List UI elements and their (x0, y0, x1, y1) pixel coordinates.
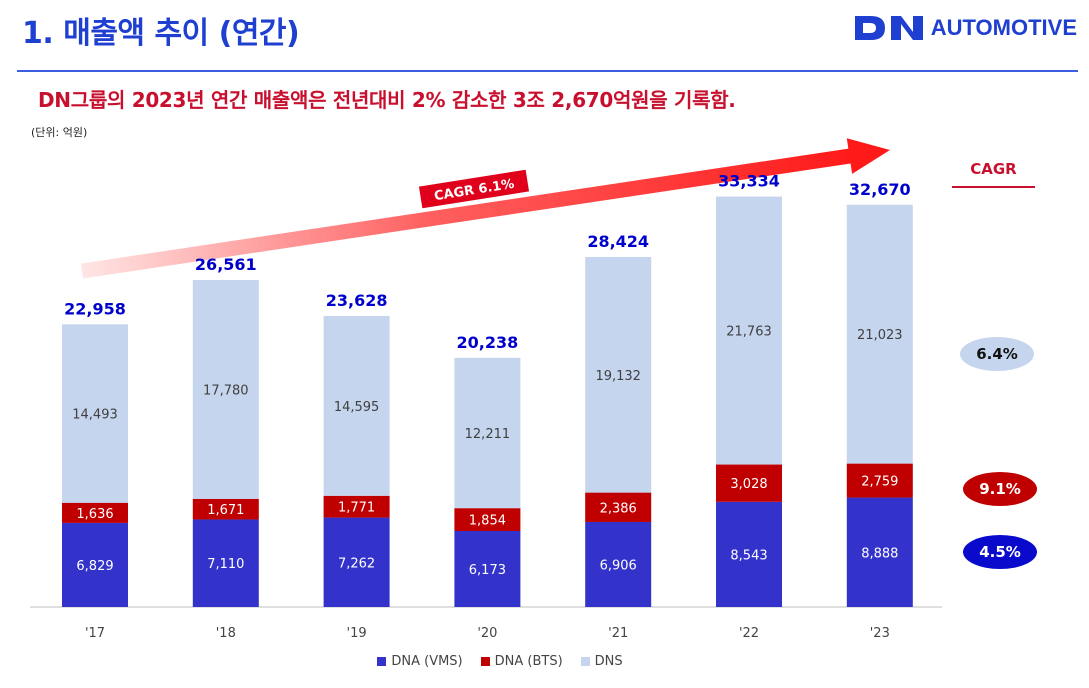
bar-dna-vms-0 (62, 522, 128, 607)
legend-swatch-bts (480, 657, 490, 666)
bar-dna-bts-2 (323, 495, 390, 518)
value-label-0-3: 6,173 (469, 563, 506, 578)
page-title: 1. 매출액 추이 (연간) (22, 16, 300, 51)
value-label-0-4: 6,906 (600, 558, 637, 573)
trend-arrow-shaft (80, 148, 852, 279)
x-tick-label-1: '18 (216, 626, 236, 641)
bar-dns-4 (585, 257, 652, 493)
cagr-dns-value: 6.4% (976, 345, 1018, 363)
legend-label-dns: DNS (594, 654, 623, 669)
value-label-1-0: 1,636 (76, 507, 113, 522)
x-tick-label-4: '21 (608, 626, 628, 641)
cagr-bts-badge: 9.1% (963, 472, 1037, 506)
bar-dns-2 (323, 316, 390, 496)
bar-dna-vms-3 (454, 530, 521, 607)
x-tick-label-0: '17 (85, 626, 105, 641)
legend-item-dns: DNS (580, 654, 623, 669)
value-label-0-2: 7,262 (338, 556, 375, 571)
trend-arrow-head (846, 138, 890, 174)
value-label-1-4: 2,386 (600, 501, 637, 516)
value-label-1-3: 1,854 (469, 514, 506, 529)
value-label-0-0: 6,829 (76, 559, 113, 574)
x-tick-label-2: '19 (347, 626, 367, 641)
cagr-vms-value: 4.5% (979, 543, 1021, 561)
legend-item-bts: DNA (BTS) (480, 654, 563, 669)
total-label-5: 33,334 (718, 172, 780, 191)
logo-text: AUTOMOTIVE (930, 15, 1077, 40)
bar-dns-6 (846, 204, 913, 464)
bar-dna-bts-5 (716, 464, 782, 502)
bar-dns-5 (716, 196, 782, 465)
value-label-2-6: 21,023 (857, 328, 903, 343)
bar-dna-bts-6 (846, 463, 913, 498)
total-label-0: 22,958 (64, 299, 126, 318)
value-label-0-1: 7,110 (207, 557, 244, 572)
total-label-1: 26,561 (195, 255, 257, 274)
bar-dna-vms-5 (716, 501, 782, 607)
value-label-2-3: 12,211 (465, 427, 511, 442)
bar-dna-bts-4 (585, 492, 652, 522)
x-tick-label-5: '22 (739, 626, 759, 641)
dn-logo-icon (854, 16, 923, 40)
legend-label-vms: DNA (VMS) (391, 654, 463, 669)
value-label-1-5: 3,028 (730, 477, 767, 492)
cagr-heading: CAGR (970, 160, 1017, 178)
bar-dna-vms-4 (585, 521, 652, 607)
legend-item-vms: DNA (VMS) (377, 654, 463, 669)
value-label-0-5: 8,543 (730, 548, 767, 563)
chart-legend: DNA (VMS) DNA (BTS) DNS (0, 654, 1000, 669)
total-label-6: 32,670 (849, 180, 911, 199)
value-label-2-0: 14,493 (72, 408, 118, 423)
bar-dna-vms-1 (192, 519, 259, 607)
total-label-2: 23,628 (326, 291, 388, 310)
value-label-1-6: 2,759 (861, 475, 898, 490)
bar-dna-bts-0 (62, 502, 128, 523)
bar-dns-3 (454, 357, 521, 509)
company-logo: AUTOMOTIVE (853, 10, 1077, 46)
header-divider (17, 70, 1078, 72)
value-label-2-1: 17,780 (203, 383, 249, 398)
bar-dna-vms-6 (846, 497, 913, 607)
legend-label-bts: DNA (BTS) (494, 654, 563, 669)
cagr-dns-badge: 6.4% (960, 337, 1034, 371)
bar-dna-bts-1 (192, 498, 259, 520)
cagr-vms-badge: 4.5% (963, 535, 1037, 569)
cagr-heading-underline (952, 186, 1035, 188)
x-tick-label-6: '23 (870, 626, 890, 641)
bar-dns-0 (62, 324, 128, 503)
cagr-bts-value: 9.1% (979, 480, 1021, 498)
bar-dns-1 (192, 279, 259, 499)
value-label-2-4: 19,132 (595, 369, 641, 384)
unit-label: (단위: 억원) (31, 126, 88, 139)
bar-dna-vms-2 (323, 517, 390, 607)
total-label-4: 28,424 (587, 232, 649, 251)
legend-swatch-vms (377, 657, 387, 666)
trend-arrow-label-bg (418, 169, 530, 209)
value-label-2-5: 21,763 (726, 325, 772, 340)
value-label-2-2: 14,595 (334, 400, 380, 415)
trend-arrow (80, 138, 890, 279)
total-label-3: 20,238 (457, 333, 519, 352)
headline: DN그룹의 2023년 연간 매출액은 전년대비 2% 감소한 3조 2,670… (38, 88, 736, 112)
legend-swatch-dns (580, 657, 590, 666)
value-label-1-2: 1,771 (338, 501, 375, 516)
x-tick-label-3: '20 (477, 626, 497, 641)
bar-dna-bts-3 (454, 508, 521, 531)
value-label-0-6: 8,888 (861, 546, 898, 561)
value-label-1-1: 1,671 (207, 503, 244, 518)
